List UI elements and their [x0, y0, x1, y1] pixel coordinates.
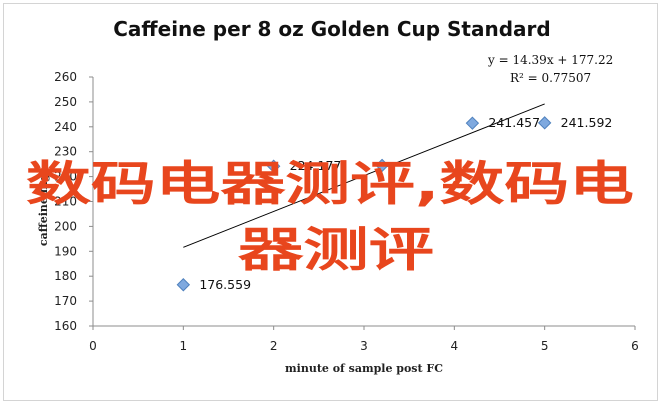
data-points: 176.559 224.177 241.457 241.592 [176, 115, 613, 292]
chart-title: Caffeine per 8 oz Golden Cup Standard [113, 17, 550, 41]
chart-frame [3, 3, 658, 401]
data-point-label: 176.559 [199, 277, 251, 292]
data-point-label: 224.177 [290, 158, 342, 173]
x-tick-label: 1 [180, 339, 188, 353]
x-axis-title: minute of sample post FC [285, 362, 443, 375]
data-point-marker [375, 158, 389, 173]
y-tick-label: 160 [54, 319, 77, 333]
y-tick-label: 250 [54, 95, 77, 109]
watermark-line-1: 数码电器测评,数码电 [26, 157, 634, 212]
x-tick-label: 3 [360, 339, 368, 353]
y-axis-title: caffeine mg [37, 174, 50, 246]
data-point-marker [465, 116, 480, 130]
y-tick-label: 180 [54, 269, 77, 283]
y-tick-label: 200 [54, 219, 77, 233]
y-tick-group: 160 170 180 190 200 210 220 230 240 250 260 [54, 70, 93, 333]
plot-area: 160 170 180 190 200 210 220 230 240 250 260 0 1 2 3 4 5… [54, 70, 639, 353]
x-tick-label: 6 [631, 339, 639, 353]
data-point-label: 241.592 [561, 115, 613, 130]
data-point-marker [176, 278, 191, 292]
x-tick-label: 2 [270, 339, 278, 353]
x-tick-label: 5 [541, 339, 549, 353]
trendline-equation: y = 14.39x + 177.22 [487, 53, 613, 67]
trendline [183, 103, 545, 248]
x-tick-label: 4 [451, 339, 459, 353]
y-tick-label: 190 [54, 244, 77, 258]
data-point-label: 241.457 [488, 115, 540, 130]
y-tick-label: 220 [54, 170, 77, 184]
y-tick-label: 210 [54, 195, 77, 209]
data-point-marker [266, 159, 281, 173]
y-tick-label: 260 [54, 70, 77, 84]
y-tick-label: 170 [54, 294, 77, 308]
x-tick-label: 0 [89, 339, 97, 353]
data-point-marker [537, 116, 552, 130]
watermark-line-2: 器测评 [238, 223, 434, 278]
trendline-r2: R² = 0.77507 [510, 71, 591, 85]
x-tick-group: 0 1 2 3 4 5 6 [89, 326, 639, 353]
y-tick-label: 240 [54, 120, 77, 134]
y-tick-label: 230 [54, 145, 77, 159]
